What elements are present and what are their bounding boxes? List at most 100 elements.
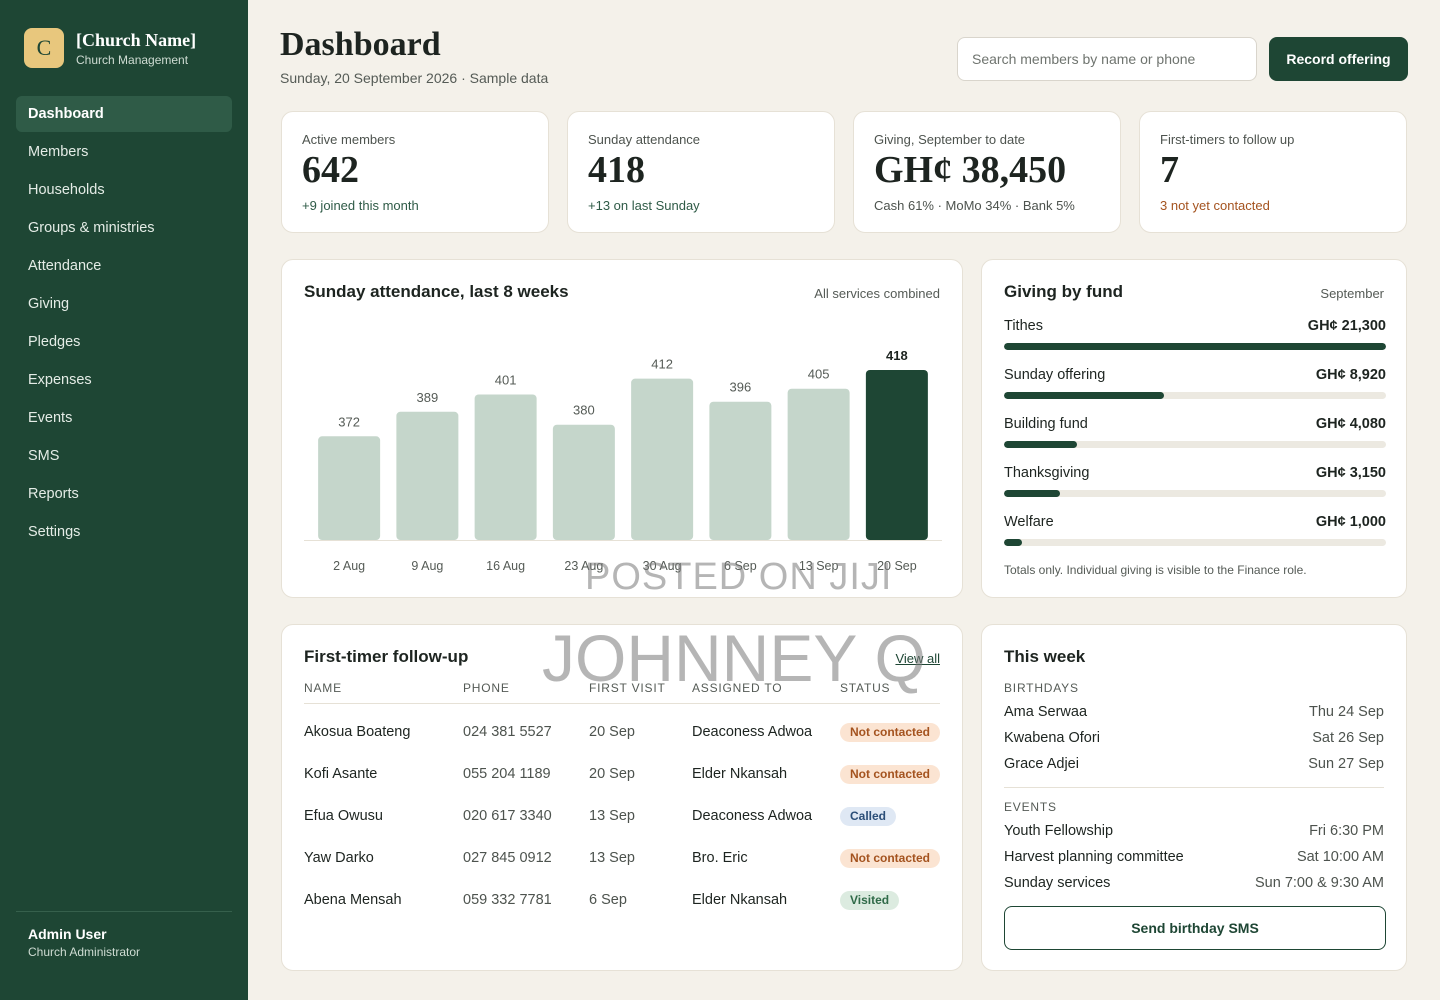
table-row[interactable]: Akosua Boateng 024 381 5527 20 Sep Deaco… — [282, 717, 962, 759]
cell-phone: 059 332 7781 — [463, 892, 552, 908]
attendance-bar[interactable] — [865, 370, 928, 540]
fund-sunday-offering: Sunday offering GH¢ 8,920 — [1004, 367, 1386, 399]
attendance-bar[interactable] — [474, 394, 537, 540]
table-row[interactable]: Efua Owusu 020 617 3340 13 Sep Deaconess… — [282, 801, 962, 843]
sidebar-item-households[interactable]: Households — [28, 182, 105, 198]
attendance-bar[interactable] — [552, 424, 615, 540]
stat-card-first-timers: First-timers to follow up 7 3 not yet co… — [1139, 111, 1407, 233]
search-input[interactable] — [957, 37, 1257, 81]
attendance-bar[interactable] — [396, 411, 459, 540]
birthday-name: Kwabena Ofori — [1004, 730, 1100, 746]
bar-value-label: 389 — [417, 390, 439, 405]
fund-bar-track — [1004, 392, 1386, 399]
sidebar-item-reports[interactable]: Reports — [28, 486, 79, 502]
cell-first-visit: 6 Sep — [589, 892, 627, 908]
view-all-link[interactable]: View all — [895, 651, 940, 666]
record-offering-button[interactable]: Record offering — [1269, 37, 1408, 81]
table-row[interactable]: Yaw Darko 027 845 0912 13 Sep Bro. Eric … — [282, 843, 962, 885]
stat-label: Giving, September to date — [874, 132, 1026, 147]
send-birthday-sms-button[interactable]: Send birthday SMS — [1004, 906, 1386, 950]
birthday-item[interactable]: Grace Adjei Sun 27 Sep — [1004, 756, 1384, 772]
status-badge: Not contacted — [840, 723, 941, 742]
chart-title: Sunday attendance, last 8 weeks — [304, 282, 569, 301]
x-axis-tick-label: 9 Aug — [411, 559, 443, 573]
bar-value-label: 380 — [573, 403, 595, 418]
event-item[interactable]: Sunday services Sun 7:00 & 9:30 AM — [1004, 875, 1384, 891]
stat-card-sunday-attendance: Sunday attendance 418 +13 on last Sunday — [567, 111, 835, 233]
attendance-chart-card: Sunday attendance, last 8 weeks All serv… — [281, 259, 963, 598]
fund-amount: GH¢ 3,150 — [1315, 465, 1386, 481]
column-header-first-visit[interactable]: FIRST VISIT — [589, 681, 666, 695]
event-name: Sunday services — [1004, 875, 1111, 891]
page-subtitle: Sunday, 20 September 2026 · Sample data — [280, 70, 549, 86]
sidebar-item-events[interactable]: Events — [28, 410, 73, 426]
stat-label: Sunday attendance — [588, 132, 701, 147]
fund-name: Building fund — [1004, 416, 1088, 432]
bar-value-label: 418 — [886, 348, 908, 363]
bar-value-label: 412 — [651, 357, 673, 372]
status-badge: Visited — [840, 891, 900, 910]
birthday-name: Ama Serwaa — [1004, 704, 1088, 720]
fund-name: Welfare — [1004, 514, 1054, 530]
sidebar-item-pledges[interactable]: Pledges — [28, 334, 81, 350]
attendance-bar[interactable] — [787, 388, 850, 540]
stat-value: GH¢ 38,450 — [874, 149, 1067, 191]
stat-value: 7 — [1160, 149, 1179, 191]
stat-value: 642 — [302, 149, 359, 191]
user-profile[interactable]: Admin User Church Administrator — [28, 926, 140, 959]
this-week-title: This week — [1004, 647, 1086, 666]
fund-amount: GH¢ 4,080 — [1315, 416, 1386, 432]
bar-value-label: 396 — [730, 380, 752, 395]
fund-bar-fill — [1004, 343, 1386, 350]
cell-name: Kofi Asante — [304, 766, 378, 782]
stat-foot: +13 on last Sunday — [588, 198, 700, 213]
sidebar-item-members[interactable]: Members — [28, 144, 89, 160]
sidebar-item-dashboard[interactable]: Dashboard — [16, 96, 232, 132]
x-axis-tick-label: 16 Aug — [486, 559, 525, 573]
bar-value-label: 401 — [495, 372, 517, 387]
event-time: Sun 7:00 & 9:30 AM — [1255, 875, 1384, 891]
event-item[interactable]: Youth Fellowship Fri 6:30 PM — [1004, 823, 1384, 839]
attendance-bar[interactable] — [318, 436, 381, 540]
fund-bar-track — [1004, 490, 1386, 497]
followup-title: First-timer follow-up — [304, 647, 469, 666]
event-item[interactable]: Harvest planning committee Sat 10:00 AM — [1004, 849, 1384, 865]
sidebar-item-giving[interactable]: Giving — [28, 296, 70, 312]
sidebar-item-settings[interactable]: Settings — [28, 524, 81, 540]
attendance-bar[interactable] — [709, 401, 772, 540]
sidebar-item-attendance[interactable]: Attendance — [28, 258, 102, 274]
cell-assigned: Elder Nkansah — [692, 766, 788, 782]
sidebar-item-groups[interactable]: Groups & ministries — [28, 220, 155, 236]
x-axis-tick-label: 23 Aug — [564, 559, 603, 573]
x-axis-tick-label: 2 Aug — [333, 559, 365, 573]
column-header-phone[interactable]: PHONE — [463, 681, 510, 695]
attendance-bar[interactable] — [631, 378, 694, 540]
birthday-item[interactable]: Ama Serwaa Thu 24 Sep — [1004, 704, 1384, 720]
birthday-name: Grace Adjei — [1004, 756, 1079, 772]
event-time: Sat 10:00 AM — [1296, 849, 1384, 865]
column-header-name[interactable]: NAME — [304, 681, 342, 695]
event-name: Harvest planning committee — [1004, 849, 1184, 865]
fund-bar-fill — [1004, 490, 1061, 497]
fund-welfare: Welfare GH¢ 1,000 — [1004, 514, 1386, 546]
column-header-status[interactable]: STATUS — [840, 681, 891, 695]
sidebar-item-expenses[interactable]: Expenses — [28, 372, 92, 388]
table-row[interactable]: Abena Mensah 059 332 7781 6 Sep Elder Nk… — [282, 885, 962, 927]
cell-phone: 024 381 5527 — [463, 724, 552, 740]
cell-assigned: Elder Nkansah — [692, 892, 788, 908]
event-name: Youth Fellowship — [1004, 823, 1114, 839]
fund-bar-fill — [1004, 441, 1078, 448]
giving-by-fund-card: Giving by fund September Tithes GH¢ 21,3… — [981, 259, 1407, 598]
birthday-item[interactable]: Kwabena Ofori Sat 26 Sep — [1004, 730, 1384, 746]
sidebar-item-sms[interactable]: SMS — [28, 448, 60, 464]
table-row[interactable]: Kofi Asante 055 204 1189 20 Sep Elder Nk… — [282, 759, 962, 801]
stat-foot: 3 not yet contacted — [1160, 198, 1270, 213]
user-role: Church Administrator — [28, 945, 141, 959]
bar-value-label: 405 — [808, 367, 830, 382]
attendance-bar-chart: 372 2 Aug 389 9 Aug 401 16 Aug 380 23 Aug 412 30 … — [304, 348, 942, 573]
brand[interactable]: C [Church Name] Church Management — [24, 28, 196, 68]
column-header-assigned-to[interactable]: ASSIGNED TO — [692, 681, 783, 695]
table-header-divider — [304, 703, 940, 704]
stat-value: 418 — [588, 149, 645, 191]
x-axis-tick-label: 20 Sep — [877, 559, 917, 573]
